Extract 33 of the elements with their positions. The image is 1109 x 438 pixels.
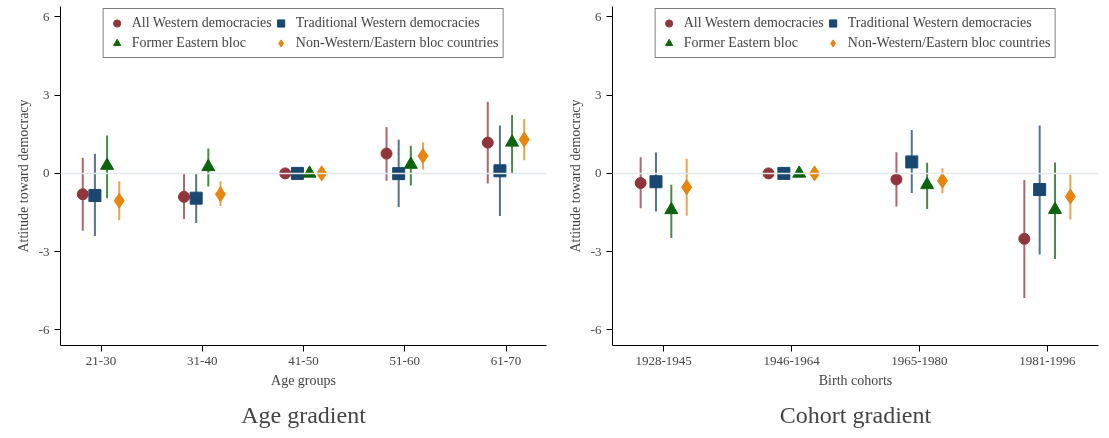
legend-label: Traditional Western democracies bbox=[295, 15, 480, 31]
x-tick-label: 41-50 bbox=[288, 352, 319, 368]
legend-label: Former Eastern bloc bbox=[683, 35, 798, 51]
y-tick-label: 3 bbox=[595, 87, 602, 103]
legend-label: Former Eastern bloc bbox=[131, 35, 246, 51]
text: Age gradient bbox=[241, 401, 367, 428]
x-tick-label: 31-40 bbox=[187, 352, 218, 368]
legend-label: Traditional Western democracies bbox=[847, 15, 1032, 31]
y-tick-label: 0 bbox=[595, 165, 602, 181]
y-tick-label: -3 bbox=[590, 243, 602, 259]
x-axis-title: Birth cohorts bbox=[818, 372, 893, 388]
legend-label: Non-Western/Eastern bloc countries bbox=[847, 35, 1051, 51]
y-tick-label: -6 bbox=[590, 321, 602, 337]
y-axis-title: Attitude toward democracy bbox=[15, 99, 31, 253]
y-tick-label: 3 bbox=[43, 87, 50, 103]
x-tick-label: 1946-1964 bbox=[763, 352, 821, 368]
x-tick-label: 51-60 bbox=[389, 352, 420, 368]
x-tick-label: 1928-1945 bbox=[635, 352, 692, 368]
x-axis-title: Age groups bbox=[271, 372, 336, 388]
x-tick-label: 1965-1980 bbox=[891, 352, 948, 368]
legend-label: All Western democracies bbox=[131, 15, 272, 31]
text: Cohort gradient bbox=[779, 401, 932, 428]
y-tick-label: -3 bbox=[38, 243, 50, 259]
y-tick-label: 6 bbox=[595, 8, 602, 24]
x-tick-label: 61-70 bbox=[490, 352, 522, 368]
y-tick-label: 6 bbox=[43, 8, 50, 24]
y-axis-title: Attitude toward democracy bbox=[567, 99, 583, 253]
legend-label: Non-Western/Eastern bloc countries bbox=[295, 35, 499, 51]
y-tick-label: -6 bbox=[38, 321, 50, 337]
y-tick-label: 0 bbox=[43, 165, 50, 181]
legend-label: All Western democracies bbox=[683, 15, 824, 31]
x-tick-label: 1981-1996 bbox=[1019, 352, 1077, 368]
x-tick-label: 21-30 bbox=[85, 352, 117, 368]
